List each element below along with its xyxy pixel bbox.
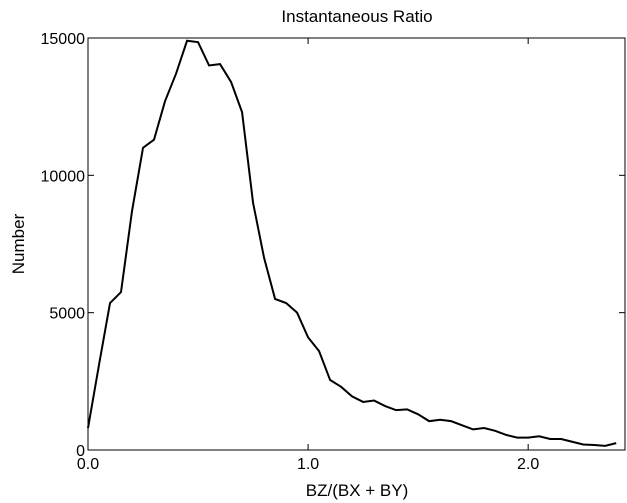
chart-title: Instantaneous Ratio — [281, 7, 432, 26]
y-axis-label: Number — [9, 213, 28, 274]
x-tick-label: 1.0 — [297, 456, 319, 473]
y-tick-label: 0 — [76, 443, 85, 460]
y-tick-label: 10000 — [41, 168, 86, 185]
x-tick-label: 0.0 — [77, 456, 99, 473]
line — [87, 39, 617, 447]
y-tick-label: 15000 — [41, 31, 86, 48]
x-tick-label: 2.0 — [517, 456, 539, 473]
x-axis-label: BZ/(BX + BY) — [306, 481, 409, 500]
plot-frame — [87, 37, 626, 451]
y-tick-label: 5000 — [49, 306, 85, 323]
